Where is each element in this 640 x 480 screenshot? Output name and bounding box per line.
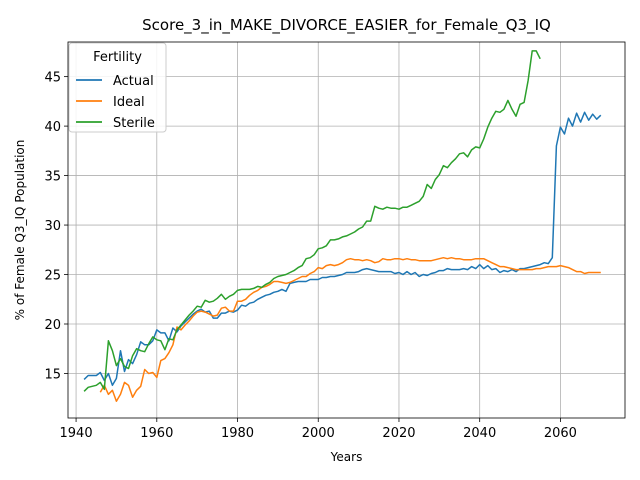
legend-label-ideal: Ideal (113, 95, 145, 110)
x-tick-label: 2000 (302, 426, 335, 441)
chart-title: Score_3_in_MAKE_DIVORCE_EASIER_for_Femal… (142, 16, 551, 35)
x-axis-ticks: 1940 1960 1980 2000 2020 2040 2060 (60, 418, 577, 441)
legend-box (68, 42, 167, 133)
x-tick-label: 2060 (544, 426, 577, 441)
legend-items: Actual Ideal Sterile (76, 74, 155, 131)
x-axis-label: Years (330, 450, 363, 464)
y-axis-label: % of Female Q3_IQ Population (13, 140, 27, 321)
legend-title: Fertility (93, 50, 142, 65)
y-tick-label: 35 (44, 170, 61, 185)
y-axis-ticks: 15 20 25 30 35 40 45 (44, 71, 68, 382)
x-tick-label: 2040 (463, 426, 496, 441)
grid-lines (68, 42, 625, 418)
x-tick-label: 1940 (60, 426, 93, 441)
series-line-ideal (99, 256, 601, 402)
y-tick-label: 45 (44, 71, 61, 86)
x-tick-label: 1960 (140, 426, 173, 441)
y-tick-label: 15 (44, 367, 61, 382)
series-line-sterile (83, 50, 541, 392)
x-tick-label: 2020 (382, 426, 415, 441)
legend-label-sterile: Sterile (113, 116, 155, 131)
legend-label-actual: Actual (113, 74, 154, 89)
plot-frame (67, 41, 626, 419)
y-tick-label: 20 (44, 318, 61, 333)
legend: Fertility Actual Ideal Sterile (68, 42, 167, 133)
x-tick-label: 1980 (221, 426, 254, 441)
y-tick-label: 40 (44, 120, 61, 135)
series-lines (83, 50, 602, 402)
series-line-actual (83, 111, 602, 387)
y-tick-label: 30 (44, 219, 61, 234)
y-tick-label: 25 (44, 269, 61, 284)
